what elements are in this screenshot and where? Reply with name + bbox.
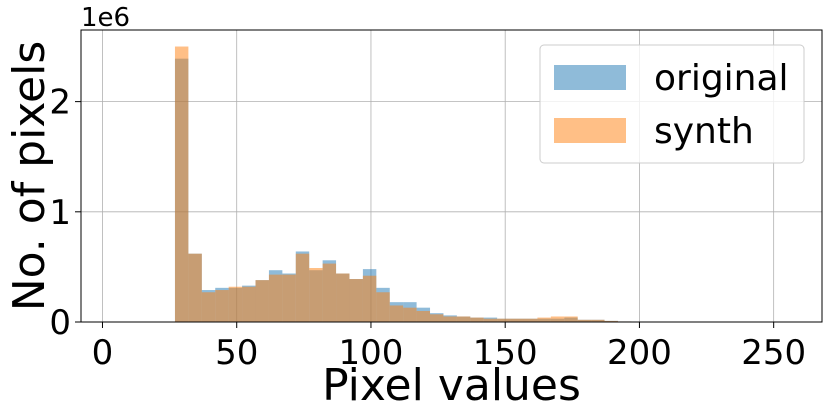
bar-synth-28: [550, 316, 565, 322]
legend-label-synth: synth: [654, 111, 754, 152]
y-tick-label-1: 1: [49, 193, 71, 233]
histogram-bars: [174, 46, 632, 323]
legend: original synth: [539, 44, 805, 164]
x-tick-label-0: 0: [92, 333, 114, 373]
bar-synth-12: [336, 273, 350, 322]
x-tick-label-5: 250: [741, 333, 806, 373]
bar-synth-27: [537, 317, 551, 322]
bar-synth-31: [591, 319, 605, 322]
bar-synth-11: [322, 263, 337, 322]
bar-synth-2: [201, 292, 216, 322]
x-tick-label-2: 100: [339, 333, 404, 373]
bar-synth-4: [228, 286, 243, 322]
bar-synth-20: [443, 316, 457, 322]
y-axis-title: No. of pixels: [4, 41, 55, 312]
bar-synth-14: [362, 275, 377, 322]
x-axis-title: Pixel values: [322, 360, 581, 411]
y-offset-text: 1e6: [81, 3, 130, 33]
bar-synth-30: [577, 319, 592, 322]
bar-synth-9: [295, 253, 310, 322]
legend-swatch-original: [554, 65, 626, 90]
bar-synth-15: [376, 292, 390, 322]
bar-synth-25: [510, 318, 524, 322]
bar-synth-10: [309, 268, 323, 322]
x-tick-label-4: 200: [607, 333, 672, 373]
bar-synth-0: [174, 46, 189, 323]
bar-synth-22: [470, 317, 484, 322]
bar-synth-6: [255, 280, 269, 322]
bar-synth-16: [389, 305, 404, 322]
x-tick-label-3: 150: [473, 333, 538, 373]
bar-synth-32: [604, 320, 618, 322]
bar-synth-24: [497, 318, 511, 322]
x-tick-label-1: 50: [215, 333, 258, 373]
bar-synth-29: [564, 316, 578, 322]
bar-synth-1: [188, 253, 202, 322]
bar-synth-26: [523, 318, 538, 322]
legend-swatch-synth: [554, 118, 626, 143]
y-tick-label-0: 0: [49, 303, 71, 343]
bar-synth-19: [430, 314, 444, 322]
bar-synth-17: [403, 307, 417, 322]
bar-synth-18: [416, 310, 431, 322]
y-tick-label-2: 2: [49, 83, 71, 123]
axis-ticks: 0 50 100 150 200 250 0 1 2: [49, 83, 806, 373]
plot-frame: [80, 29, 823, 323]
bar-synth-8: [282, 274, 296, 322]
bar-synth-13: [349, 279, 363, 322]
bar-synth-5: [242, 286, 256, 322]
bar-synth-23: [483, 318, 498, 322]
bar-synth-21: [456, 316, 471, 322]
legend-label-original: original: [654, 58, 789, 99]
bar-synth-3: [215, 290, 229, 322]
bar-synth-7: [268, 274, 283, 322]
